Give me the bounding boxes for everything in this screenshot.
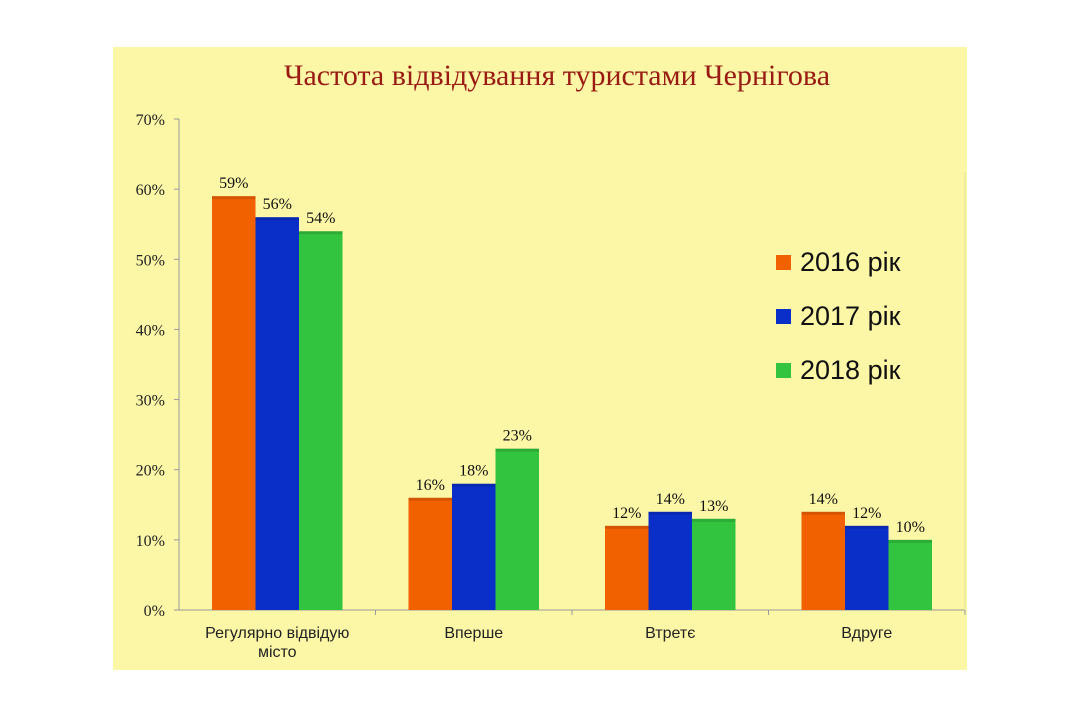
bar [845,525,889,610]
y-tick-label: 50% [136,252,165,269]
y-tick-label: 40% [136,322,165,339]
bar-top-shade [452,483,496,487]
bar [452,483,496,610]
data-label: 59% [219,175,248,192]
bar [212,196,256,610]
data-label: 23% [503,428,532,445]
data-label: 56% [263,196,292,213]
bar [605,525,649,610]
bar-top-shade [648,511,692,515]
x-tick-label: Вдруге [841,625,892,642]
data-label: 12% [612,505,641,522]
x-tick-label: Вперше [444,625,503,642]
data-label: 16% [416,477,445,494]
bar-top-shade [408,497,452,501]
bar-top-shade [495,448,539,452]
bar-top-shade [605,525,649,529]
legend-swatch [776,309,791,324]
bar [495,448,539,610]
legend-label: 2017 рік [800,301,901,331]
x-tick-label: Регулярно відвідую [205,625,349,642]
chart-title: Частота відвідування туристами Чернігова [284,59,830,92]
y-tick-label: 60% [136,182,165,199]
bar [888,539,932,610]
x-tick-label: Втретє [645,625,695,642]
data-label: 13% [699,498,728,515]
chart-panel: Частота відвідування туристами Чернігова… [113,47,967,670]
bar [692,518,736,610]
legend-label: 2016 рік [800,247,901,277]
legend-label: 2018 рік [800,355,901,385]
bar-top-shade [801,511,845,515]
bar [648,511,692,610]
bar-top-shade [255,217,299,221]
bar [408,497,452,610]
bar [299,231,343,610]
legend: 2016 рік 2017 рік 2018 рік [776,247,901,385]
bar [255,217,299,610]
bar-top-shade [212,196,256,200]
bar-top-shade [845,525,889,529]
y-tick-label: 70% [136,112,165,129]
chart: Частота відвідування туристами Чернігова… [136,59,966,661]
y-tick-label: 0% [144,603,165,620]
data-label: 14% [656,491,685,508]
data-label: 12% [852,505,881,522]
bar [801,511,845,610]
data-label: 14% [809,491,838,508]
data-label: 10% [896,519,925,536]
y-tick-label: 30% [136,393,165,410]
plot-area: 0% 10% 20% 30% 40% 50% 60% 70% Регулярно відвіду… [136,112,966,661]
data-label: 54% [306,210,335,227]
bar-top-shade [692,518,736,522]
legend-swatch [776,363,791,378]
legend-swatch [776,255,791,270]
bar-top-shade [888,539,932,543]
x-tick-label: місто [258,644,297,661]
bar-top-shade [299,231,343,235]
y-tick-label: 20% [136,463,165,480]
y-tick-label: 10% [136,533,165,550]
data-label: 18% [459,463,488,480]
